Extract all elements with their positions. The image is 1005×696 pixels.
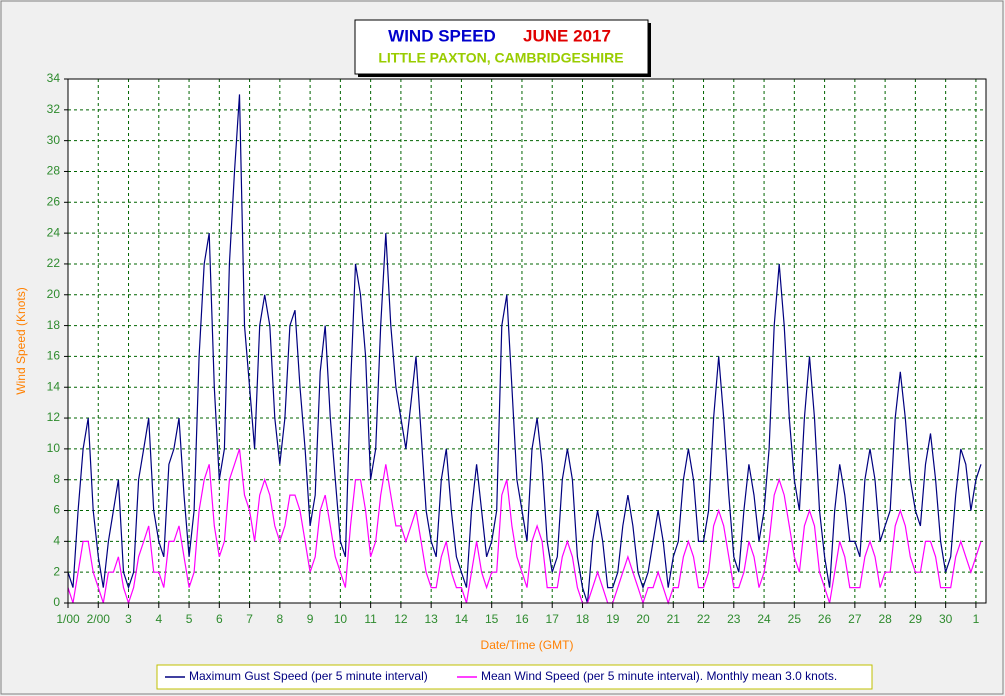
y-tick-label: 34 (47, 71, 61, 85)
x-tick-label: 1/00 (56, 612, 80, 626)
x-tick-label: 15 (485, 612, 499, 626)
x-tick-label: 13 (424, 612, 438, 626)
y-tick-label: 20 (47, 287, 61, 301)
y-tick-label: 22 (47, 256, 61, 270)
series-line (67, 94, 982, 604)
x-tick-label: 23 (727, 612, 741, 626)
y-tick-label: 16 (47, 349, 61, 363)
y-tick-label: 2 (53, 564, 60, 578)
chart-title: WIND SPEED (388, 26, 496, 45)
x-tick-label: 20 (636, 612, 650, 626)
x-tick-label: 19 (606, 612, 620, 626)
x-tick-label: 10 (334, 612, 348, 626)
plot-area (67, 78, 987, 604)
x-tick-label: 11 (364, 612, 377, 626)
x-tick-label: 9 (307, 612, 314, 626)
x-tick-label: 21 (667, 612, 681, 626)
x-tick-label: 1 (973, 612, 980, 626)
chart-title-month: JUNE 2017 (523, 26, 611, 45)
y-tick-label: 8 (53, 472, 60, 486)
x-tick-label: 4 (155, 612, 162, 626)
y-tick-label: 28 (47, 164, 61, 178)
chart-subtitle: LITTLE PAXTON, CAMBRIDGESHIRE (378, 50, 623, 66)
x-tick-label: 2/00 (87, 612, 111, 626)
x-tick-label: 29 (909, 612, 923, 626)
y-tick-label: 14 (47, 379, 61, 393)
y-tick-label: 6 (53, 503, 60, 517)
y-tick-label: 30 (47, 133, 61, 147)
x-tick-label: 30 (939, 612, 953, 626)
x-tick-label: 25 (788, 612, 802, 626)
y-tick-label: 24 (47, 225, 61, 239)
x-axis-label: Date/Time (GMT) (481, 638, 574, 652)
series-line (67, 448, 982, 605)
legend-label: Maximum Gust Speed (per 5 minute interva… (189, 669, 428, 683)
y-tick-label: 4 (53, 534, 60, 548)
legend-label: Mean Wind Speed (per 5 minute interval).… (481, 669, 837, 683)
x-tick-label: 14 (455, 612, 469, 626)
y-tick-label: 12 (47, 410, 61, 424)
x-tick-label: 18 (576, 612, 590, 626)
y-axis-label: Wind Speed (Knots) (14, 287, 28, 394)
y-tick-label: 32 (47, 102, 61, 116)
x-tick-label: 26 (818, 612, 832, 626)
x-tick-label: 7 (246, 612, 253, 626)
x-tick-label: 22 (697, 612, 711, 626)
y-tick-label: 18 (47, 318, 61, 332)
x-tick-label: 24 (757, 612, 771, 626)
y-tick-label: 0 (53, 595, 60, 609)
x-tick-label: 3 (125, 612, 132, 626)
plot-area (67, 78, 987, 604)
x-tick-label: 8 (277, 612, 284, 626)
x-tick-label: 6 (216, 612, 223, 626)
x-tick-label: 12 (394, 612, 408, 626)
x-tick-label: 17 (546, 612, 560, 626)
legend-box (156, 664, 873, 690)
x-tick-label: 28 (878, 612, 892, 626)
y-tick-label: 26 (47, 194, 61, 208)
title-box (354, 19, 649, 75)
x-tick-label: 27 (848, 612, 862, 626)
x-tick-label: 5 (186, 612, 193, 626)
y-tick-label: 10 (47, 441, 61, 455)
x-tick-label: 16 (515, 612, 529, 626)
